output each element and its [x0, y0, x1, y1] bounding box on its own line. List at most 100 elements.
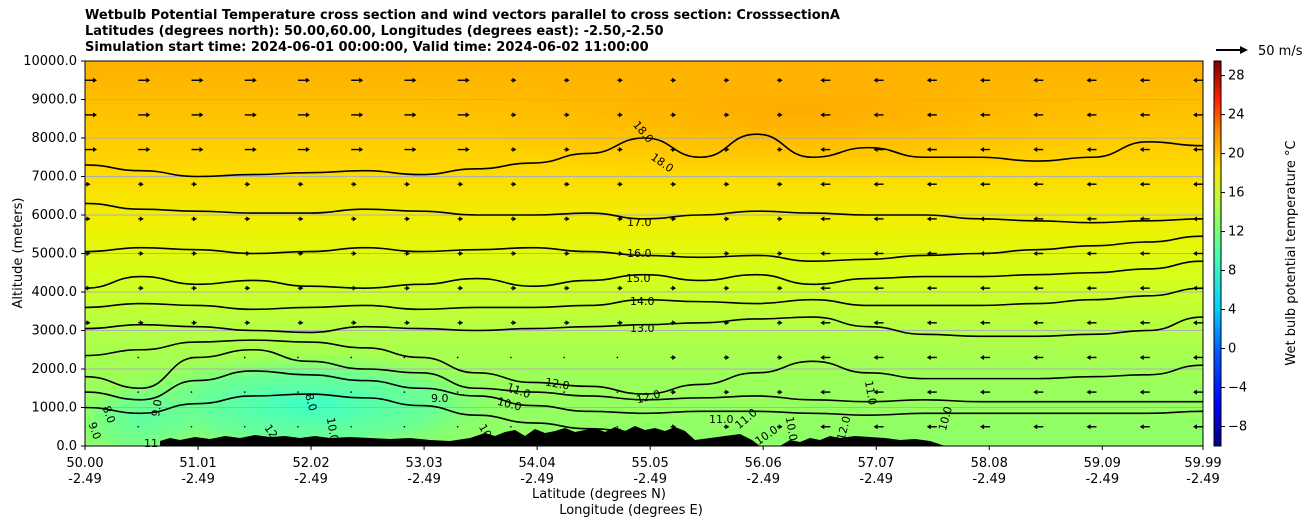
- wind-vector-head: [725, 216, 730, 222]
- wind-vector-head: [1033, 354, 1038, 360]
- wind-vector-head: [980, 112, 985, 118]
- wind-vector-head: [305, 112, 310, 118]
- colorbar-ticks: −8 −4 0 4 8 12 16 20 24 28: [1221, 69, 1247, 435]
- wind-vector-head: [873, 251, 878, 256]
- wind-vector: [456, 356, 459, 359]
- wind-vector: [350, 391, 352, 393]
- wind-vector-head: [926, 424, 931, 430]
- wind-vector-head: [820, 320, 825, 326]
- wind-vector-head: [778, 424, 783, 430]
- x-tick-label-lat: 58.08: [971, 456, 1008, 471]
- contour-label: 16.0: [627, 247, 652, 260]
- wind-vector-head: [926, 216, 931, 222]
- wind-vector-head: [778, 181, 783, 187]
- wind-vector: [350, 356, 352, 359]
- wind-vector-head: [565, 216, 570, 222]
- wind-vector: [403, 425, 406, 428]
- wind-vector-head: [1193, 77, 1197, 83]
- contour-label: 10.0: [936, 405, 955, 432]
- wind-vector-head: [725, 112, 730, 118]
- wind-vector-head: [139, 251, 144, 256]
- contour-17.0: [85, 202, 1203, 224]
- wind-vector-head: [1086, 147, 1091, 153]
- wind-vector-head: [1033, 77, 1038, 83]
- wind-vector: [350, 425, 352, 428]
- wind-vector-head: [1139, 354, 1144, 360]
- colorbar-tick-label: 8: [1228, 264, 1236, 279]
- wind-vector-head: [405, 181, 410, 187]
- wind-vector: [190, 391, 193, 393]
- x-tick-label-lat: 59.09: [1084, 456, 1121, 471]
- colorbar-label: Wet bulb potential temperature °C: [1284, 140, 1299, 365]
- wind-vector-head: [512, 320, 517, 326]
- wind-vector-head: [778, 389, 783, 395]
- wind-vector-head: [512, 216, 517, 222]
- wind-vector-head: [1033, 424, 1038, 430]
- wind-vector-head: [512, 181, 517, 187]
- wind-vector-head: [618, 181, 623, 187]
- wind-vector-head: [1139, 424, 1144, 430]
- wind-vector-head: [565, 251, 570, 256]
- wind-vector-head: [352, 216, 357, 222]
- wind-vector: [137, 356, 140, 359]
- wind-vector-head: [1139, 389, 1144, 395]
- colorbar-fill: [1214, 61, 1221, 446]
- wind-vector-head: [252, 77, 257, 83]
- wind-vector: [137, 425, 140, 428]
- x-tick-label-lat: 55.05: [632, 456, 669, 471]
- wind-vector-head: [820, 389, 825, 395]
- wind-vector-head: [778, 77, 783, 83]
- wind-vector-head: [86, 320, 91, 326]
- colorbar-tick-label: −8: [1228, 420, 1247, 435]
- wind-vector-head: [459, 285, 464, 291]
- title-line-3: Simulation start time: 2024-06-01 00:00:…: [85, 40, 649, 55]
- x-tick-label-lon: -2.49: [1085, 472, 1119, 487]
- wind-vector-head: [1193, 320, 1197, 326]
- contour-label: 12.0: [544, 376, 570, 393]
- wind-vector-head: [778, 354, 783, 360]
- wind-vector-head: [1139, 77, 1144, 83]
- y-tick-label: 2000.0: [32, 362, 78, 377]
- wind-vector-head: [980, 320, 985, 326]
- contour-label: 12.0: [835, 415, 854, 442]
- wind-vector: [616, 391, 619, 393]
- wind-vector-head: [926, 285, 931, 291]
- wind-vector-head: [352, 251, 357, 256]
- x-tick-label-lon: -2.49: [633, 472, 667, 487]
- wind-vector-head: [926, 389, 931, 395]
- wind-vector-head: [405, 216, 410, 222]
- colorbar-tick-label: −4: [1228, 381, 1247, 396]
- y-tick-label: 6000.0: [32, 208, 78, 223]
- wind-vector-head: [299, 320, 304, 326]
- wind-vector-head: [725, 424, 730, 430]
- wind-vector: [243, 391, 246, 393]
- wind-vector-head: [352, 320, 357, 326]
- wind-vector-head: [618, 147, 623, 153]
- wind-vector-head: [1033, 389, 1038, 395]
- wind-vector-head: [873, 389, 878, 395]
- wind-vector-head: [1033, 181, 1038, 187]
- wind-vector-head: [1033, 251, 1038, 256]
- contour-15.0: [85, 260, 1203, 289]
- wind-vector-head: [725, 181, 730, 187]
- wind-vector-head: [192, 251, 197, 256]
- wind-vector-head: [512, 77, 517, 83]
- x-tick-label-lon: -2.49: [68, 472, 102, 487]
- contour-9.0: [85, 393, 645, 434]
- wind-vector-head: [1193, 424, 1197, 430]
- wind-vector-head: [246, 216, 251, 222]
- wind-vector-head: [1033, 285, 1038, 291]
- x-tick-label-lat: 51.01: [179, 456, 216, 471]
- wind-vector-head: [820, 424, 825, 430]
- wind-vector-head: [672, 354, 677, 360]
- wind-vector-head: [672, 285, 677, 291]
- x-tick-label-lon: -2.49: [181, 472, 215, 487]
- y-tick-label: 3000.0: [32, 324, 78, 339]
- wind-vector-head: [192, 216, 197, 222]
- wind-vector: [510, 356, 512, 359]
- colorbar-tick-label: 28: [1228, 69, 1245, 84]
- wind-vector-head: [465, 77, 470, 83]
- wind-vector-head: [926, 181, 931, 187]
- x-tick-label-lon: -2.49: [520, 472, 554, 487]
- wind-vector: [616, 425, 619, 428]
